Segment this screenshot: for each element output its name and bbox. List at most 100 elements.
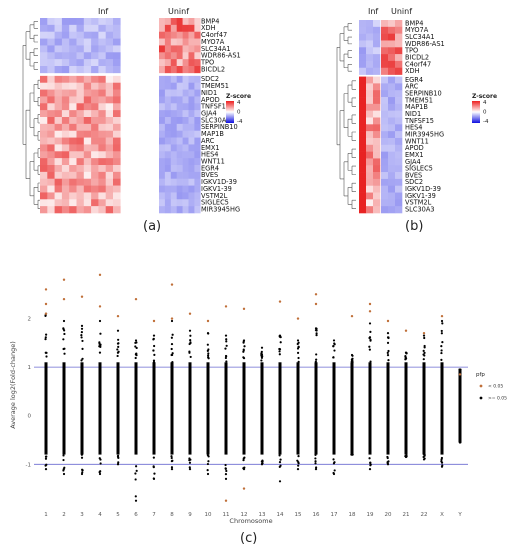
heatmap-cell [381, 124, 389, 132]
gene-label: EGR4 [201, 164, 219, 172]
heatmap-cell [40, 185, 48, 193]
heatmap-cell [76, 24, 85, 33]
point [440, 349, 443, 352]
heatmap-a-dendrogram [22, 21, 42, 210]
heatmap-cell [98, 82, 106, 90]
dendrogram-branch [25, 31, 30, 60]
heatmap-cell [359, 165, 367, 173]
heatmap-cell [83, 171, 92, 180]
heatmap-cell [388, 47, 396, 55]
heatmap-cell [366, 199, 374, 207]
heatmap-cell [76, 151, 85, 159]
point [278, 350, 281, 353]
heatmap-cell [194, 38, 201, 46]
dendrogram-branch [351, 182, 356, 192]
heatmap-cell [40, 18, 48, 26]
heatmap-cell [381, 67, 389, 75]
point [62, 458, 65, 462]
heatmap-cell [54, 130, 63, 138]
heatmap-cell [61, 199, 70, 207]
point [170, 353, 173, 357]
dendrogram-branch [339, 110, 344, 180]
heatmap-cell [76, 18, 85, 26]
gene-label: XDH [201, 24, 216, 32]
heatmap-cell [61, 192, 70, 200]
heatmap-cell [176, 192, 183, 200]
point [225, 340, 228, 343]
dendrogram-branch [343, 26, 348, 41]
point [207, 455, 210, 458]
dendrogram-branch [347, 118, 352, 137]
heatmap-cell [194, 96, 201, 104]
point [135, 465, 138, 468]
dendrogram-branch [29, 51, 34, 67]
heatmap-cell [83, 144, 92, 152]
heatmap-cell [176, 75, 183, 84]
heatmap-cell [69, 144, 77, 152]
heatmap-cell [395, 26, 403, 34]
point [458, 441, 462, 444]
heatmap-cell [164, 199, 172, 207]
scatter-c-ylabel: Average log2(Fold-change) [9, 341, 17, 429]
point [206, 343, 209, 346]
heatmap-cell [105, 45, 114, 53]
heatmap-cell [373, 185, 381, 193]
point [99, 332, 102, 335]
heatmap-cell [69, 192, 77, 200]
heatmap-cell [113, 103, 121, 111]
heatmap-cell [98, 137, 106, 145]
heatmap-cell [69, 52, 77, 60]
heatmap-cell [176, 89, 183, 97]
heatmap-cell [388, 178, 396, 187]
scatter-c-xlabel: Chromosome [229, 517, 272, 525]
dendrogram-branch [343, 93, 348, 129]
heatmap-cell [159, 206, 166, 214]
heatmap-cell [159, 144, 166, 152]
heatmap-cell [54, 117, 63, 125]
heatmap-cell [194, 89, 201, 97]
gene-label: MYO7A [405, 26, 429, 34]
point [170, 347, 173, 351]
point [224, 347, 227, 350]
heatmap-cell [54, 24, 63, 33]
heatmap-cell [366, 60, 374, 69]
heatmap-cell [159, 158, 166, 166]
point-column [134, 362, 138, 455]
heatmap-cell [366, 206, 374, 214]
point [134, 495, 137, 498]
heatmap-cell [98, 151, 106, 159]
heatmap-cell [176, 185, 183, 193]
heatmap-cell [381, 54, 389, 62]
point [225, 360, 228, 363]
heatmap-cell [98, 185, 106, 193]
heatmap-cell [388, 97, 396, 105]
heatmap-cell [91, 38, 99, 46]
heatmap-cell [47, 75, 55, 84]
point [80, 331, 83, 334]
heatmap-cell [54, 89, 63, 97]
heatmap-cell [176, 165, 183, 173]
gene-label: SLC34A1 [405, 33, 435, 41]
heatmap-cell [83, 123, 92, 132]
point [440, 351, 443, 355]
point [314, 468, 318, 471]
heatmap-cell [395, 20, 403, 28]
heatmap-cell [188, 89, 195, 97]
heatmap-cell [98, 130, 106, 138]
heatmap-cell [170, 82, 177, 90]
heatmap-cell [359, 103, 367, 111]
point-column [152, 362, 156, 455]
point [261, 355, 264, 358]
heatmap-cell [98, 89, 106, 97]
heatmap-cell [188, 171, 195, 180]
heatmap-cell [170, 199, 177, 207]
heatmap-cell [366, 90, 374, 98]
heatmap-cell [83, 18, 92, 26]
heatmap-cell [388, 117, 396, 125]
heatmap-cell [54, 206, 63, 214]
heatmap-cell [40, 52, 48, 60]
legend-label: >= 0.05 [488, 396, 507, 402]
heatmap-cell [69, 45, 77, 53]
heatmap-cell [359, 20, 367, 28]
heatmap-cell [91, 117, 99, 125]
